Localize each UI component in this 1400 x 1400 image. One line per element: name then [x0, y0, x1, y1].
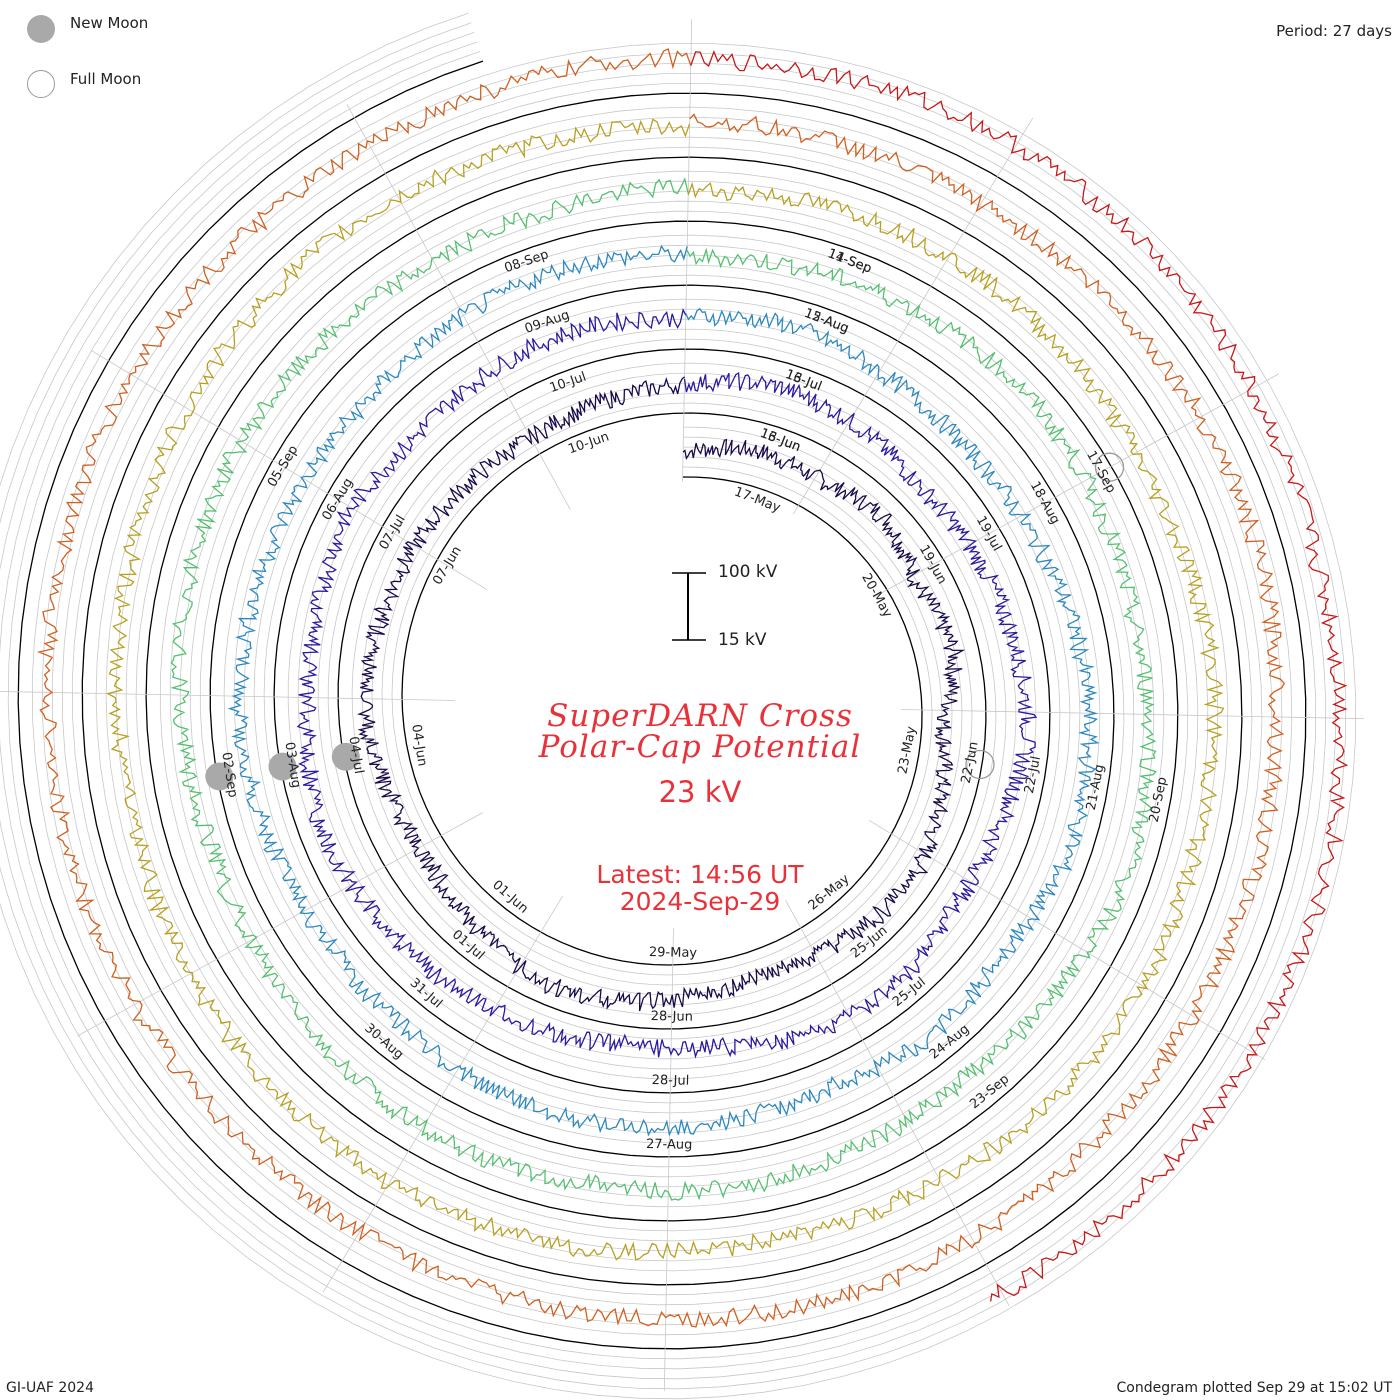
date-label: 25-Jun	[848, 923, 890, 961]
scale-top-label: 100 kV	[718, 562, 778, 582]
series-trace-6	[36, 48, 1285, 1328]
moon-markers	[205, 452, 1125, 791]
full-moon-swatch	[27, 70, 55, 98]
grid-spoke	[663, 927, 674, 1391]
date-label: 04-Jul	[345, 735, 366, 775]
date-label: 29-May	[649, 945, 698, 961]
series-trace-7	[690, 50, 1349, 1302]
date-label: 22-Jul	[1022, 755, 1044, 795]
grid-spoke	[77, 812, 483, 1037]
footer-credit: GI-UAF 2024	[6, 1380, 94, 1396]
series-trace-3	[227, 244, 1100, 1137]
current-value: 23 kV	[658, 775, 742, 809]
scale-bar	[672, 572, 706, 641]
date-label: 04-Jun	[408, 723, 429, 767]
full-moon-label: Full Moon	[70, 70, 142, 88]
series-trace-5	[106, 118, 1225, 1261]
date-label: 18-Aug	[1027, 479, 1063, 527]
date-label: 17-May	[732, 485, 783, 516]
date-label: 07-Jun	[430, 544, 465, 588]
grid-spiral	[7, 51, 1317, 1360]
date-label: 19-Jul	[973, 514, 1004, 554]
date-label: 16-Jun	[758, 426, 803, 455]
new-moon-label: New Moon	[70, 14, 149, 32]
grid-spoke	[900, 709, 1364, 720]
latest-time: Latest: 14:56 UT	[596, 860, 804, 889]
series-traces	[36, 48, 1349, 1328]
chart-title-line2: Polar-Cap Potential	[538, 729, 862, 765]
new-moon-marker	[205, 762, 234, 791]
full-moon-marker	[965, 749, 995, 780]
grid-spoke	[0, 691, 456, 701]
date-label: 10-Jul	[548, 370, 588, 396]
date-label: 25-Jul	[890, 975, 929, 1010]
series-trace-1	[357, 376, 966, 1012]
series-trace-2	[296, 307, 1038, 1059]
new-moon-marker	[331, 742, 360, 771]
grid-spiral	[0, 41, 1327, 1370]
date-label: 23-Sep	[967, 1072, 1012, 1112]
series-trace-4	[170, 177, 1157, 1201]
grid-spoke	[90, 349, 488, 591]
date-label: 20-May	[858, 571, 895, 621]
chart-title-line1: SuperDARN Cross	[547, 698, 853, 734]
footer-plotted: Condegram plotted Sep 29 at 15:02 UT	[1116, 1380, 1392, 1396]
grid-spiral	[0, 12, 1357, 1400]
date-label: 31-Jul	[407, 975, 445, 1011]
date-label: 19-Jun	[916, 543, 950, 587]
grid-spiral	[0, 22, 1347, 1390]
grid-spoke	[322, 895, 564, 1293]
date-label: 27-Aug	[646, 1137, 693, 1153]
latest-date: 2024-Sep-29	[619, 887, 781, 916]
date-label: 28-Jul	[652, 1073, 690, 1089]
date-label: 15-Aug	[802, 306, 851, 337]
date-label: 05-Sep	[265, 443, 301, 490]
grid-spoke	[346, 104, 571, 510]
period-label: Period: 27 days	[1276, 22, 1392, 40]
grid-spoke	[873, 373, 1279, 598]
date-label: 28-Jun	[651, 1009, 694, 1025]
new-moon-swatch	[27, 15, 55, 43]
baseline-spiral	[17, 60, 1307, 1350]
full-moon-marker	[1094, 452, 1125, 482]
grid-spoke	[792, 117, 1034, 515]
date-label: 10-Jun	[566, 429, 611, 457]
scale-bottom-label: 15 kV	[718, 630, 767, 650]
date-label: 03-Aug	[281, 741, 303, 789]
date-label: 08-Sep	[503, 247, 551, 276]
grid-spoke	[785, 900, 1010, 1306]
date-label: 02-Sep	[218, 751, 240, 799]
new-moon-marker	[268, 752, 297, 781]
